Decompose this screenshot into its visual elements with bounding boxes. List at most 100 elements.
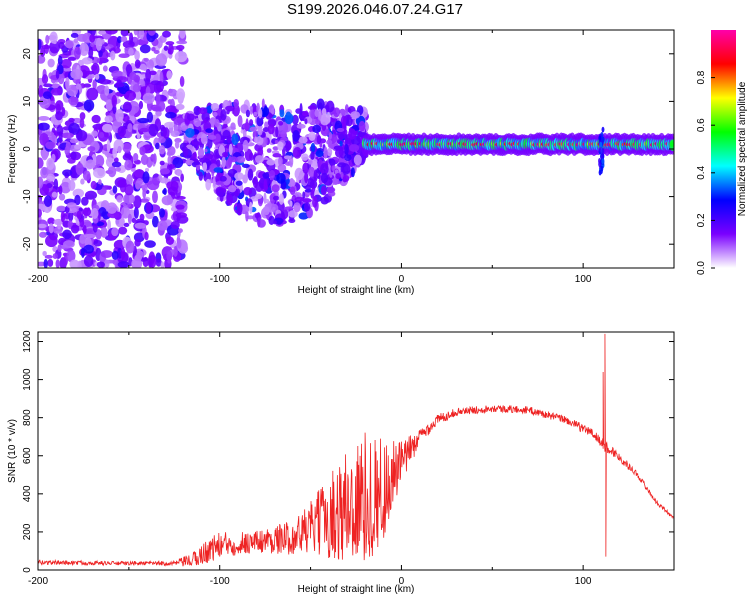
- y-tick-label: -20: [22, 237, 33, 252]
- spectrogram-cell: [289, 200, 293, 208]
- spectrogram-cell: [172, 157, 184, 169]
- spectrogram-cell: [314, 109, 320, 118]
- spectrogram-cell: [343, 129, 348, 136]
- spectrogram-cell: [327, 147, 333, 157]
- spectrogram-cell: [186, 113, 195, 121]
- spectrogram-cell: [82, 225, 87, 235]
- spectrogram-cell: [102, 123, 113, 133]
- spectrogram-cell: [350, 167, 355, 178]
- spectrogram-cell: [160, 261, 165, 268]
- spectrogram-cell: [50, 87, 62, 96]
- spectrogram-cell: [65, 141, 71, 151]
- spectrogram-cell: [41, 44, 51, 50]
- spectrogram-cell: [166, 151, 173, 157]
- spectrogram-cell: [89, 34, 96, 43]
- spectrogram-cell: [601, 126, 605, 133]
- spectrogram-cell: [48, 223, 54, 234]
- spectrogram-cell: [167, 88, 178, 97]
- spectrogram-cell: [116, 195, 123, 203]
- spectrogram-cell: [303, 184, 312, 190]
- spectrogram-cell: [134, 222, 147, 229]
- spectrogram-cell: [263, 179, 268, 192]
- spectrogram-cell: [38, 38, 42, 50]
- spectrogram-cell: [331, 165, 336, 172]
- spectrogram-cell: [316, 134, 322, 145]
- spectrogram-cell: [326, 100, 335, 113]
- y-tick-label: -10: [22, 189, 33, 204]
- spectrogram-cell: [70, 151, 77, 160]
- spectrogram-cell: [267, 123, 275, 135]
- x-tick-label: -200: [28, 274, 48, 285]
- spectrogram-cell: [39, 231, 47, 238]
- spectrogram-cell: [349, 144, 360, 152]
- spectrogram-cell: [133, 30, 139, 36]
- spectrogram-cell: [194, 161, 200, 166]
- spectrogram-cell: [173, 245, 178, 257]
- spectrogram-cell: [72, 188, 85, 198]
- spectrogram-cell: [284, 206, 294, 211]
- spectrogram-cell: [158, 145, 166, 155]
- spectrogram-cell: [249, 105, 254, 115]
- spectrogram-cell: [140, 154, 149, 166]
- spectrogram-cell: [98, 79, 112, 85]
- spectrogram-cell: [136, 250, 144, 259]
- spectrogram-cell: [291, 114, 299, 125]
- spectrogram-cell: [307, 105, 317, 110]
- spectrogram-cell: [45, 34, 50, 45]
- spectrogram-cell: [55, 110, 63, 121]
- spectrogram-cell: [107, 185, 112, 190]
- spectrogram-cell: [56, 205, 66, 212]
- spectrogram-cell: [323, 146, 328, 159]
- colorbar-tick-label: 0.4: [696, 165, 707, 179]
- spectrogram-cell: [145, 68, 151, 82]
- spectrogram-cell: [130, 167, 136, 173]
- spectrogram-cell: [334, 148, 344, 158]
- spectrogram-cell: [271, 184, 280, 193]
- spectrogram-cell: [344, 143, 349, 156]
- spectrogram-cell: [81, 196, 89, 206]
- spectrogram-cell: [84, 190, 98, 200]
- spectrogram-cell: [339, 140, 343, 147]
- spectrogram-cell: [272, 153, 282, 158]
- spectrogram-cell: [315, 150, 324, 158]
- colorbar-tick-label: 0.0: [696, 261, 707, 275]
- spectrogram-cell: [162, 127, 170, 139]
- spectrogram-cell: [235, 188, 241, 195]
- spectrogram-cell: [274, 140, 279, 144]
- spectrogram-cell: [144, 167, 150, 172]
- spectrogram-cell: [59, 181, 72, 194]
- spectrogram-cell: [139, 127, 150, 133]
- figure-title: S199.2026.046.07.24.G17: [287, 1, 463, 18]
- spectrogram-cell: [62, 229, 72, 240]
- spectrogram-cell: [86, 87, 99, 101]
- spectrogram-cell: [132, 83, 141, 93]
- y-tick-label: 400: [22, 485, 33, 502]
- spectrogram-cell: [164, 121, 176, 128]
- spectrogram-cell: [344, 134, 348, 146]
- spectrogram-cell: [254, 155, 265, 164]
- spectrogram-cell: [47, 58, 55, 68]
- spectrogram-cell: [57, 244, 62, 253]
- spectrogram-cell: [161, 195, 174, 206]
- spectrogram-cell: [83, 233, 97, 239]
- spectrogram-cell: [249, 126, 257, 132]
- spectrogram-cell: [270, 108, 275, 115]
- spectrogram-cell: [353, 154, 362, 166]
- spectrogram-cell: [131, 217, 137, 223]
- spectrogram-cell: [170, 220, 180, 229]
- spectrogram-cell: [601, 153, 605, 160]
- spectrogram-cell: [257, 126, 263, 136]
- spectrogram-cell: [292, 129, 300, 142]
- spectrogram-cell: [166, 70, 173, 80]
- spectrogram-cell: [43, 258, 48, 268]
- spectrogram-cell: [95, 229, 102, 240]
- spectrogram-cell: [214, 118, 220, 128]
- spectrogram-cell: [61, 132, 74, 139]
- spectrogram-cell: [235, 180, 243, 186]
- spectrogram-cell: [66, 84, 78, 97]
- spectrogram-cell: [91, 130, 98, 137]
- spectrogram-cell: [98, 30, 107, 35]
- spectrogram-cell: [106, 202, 118, 214]
- spectrogram-cell: [598, 135, 602, 142]
- spectrogram-cell: [262, 206, 270, 216]
